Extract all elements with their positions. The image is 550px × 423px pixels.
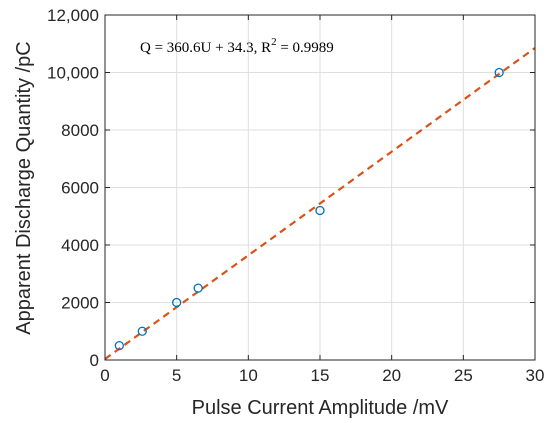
y-tick-label: 12,000 bbox=[47, 6, 99, 25]
x-axis-label: Pulse Current Amplitude /mV bbox=[192, 397, 449, 419]
fit-line bbox=[104, 47, 536, 360]
data-point bbox=[137, 326, 147, 336]
data-point bbox=[114, 340, 124, 351]
x-tick-label: 25 bbox=[454, 366, 473, 385]
data-point bbox=[193, 283, 203, 293]
fit-line-layer bbox=[104, 47, 536, 360]
equation-superscript: 2 bbox=[271, 36, 277, 48]
data-points bbox=[114, 67, 504, 351]
y-tick-label: 0 bbox=[90, 351, 99, 370]
x-tick-label: 5 bbox=[172, 366, 181, 385]
grid bbox=[105, 15, 535, 360]
y-tick-label: 10,000 bbox=[47, 64, 99, 83]
y-tick-label: 8000 bbox=[61, 121, 99, 140]
x-tick-label: 10 bbox=[239, 366, 258, 385]
y-axis-label: Apparent Discharge Quantity /pC bbox=[13, 41, 35, 335]
regression-equation: Q = 360.6U + 34.3, R2 = 0.9989 bbox=[140, 36, 334, 56]
x-tick-label: 15 bbox=[311, 366, 330, 385]
x-tick-label: 0 bbox=[100, 366, 109, 385]
data-point bbox=[172, 297, 182, 308]
equation-text: Q = 360.6U + 34.3, R bbox=[140, 40, 271, 56]
x-tick-label: 30 bbox=[526, 366, 545, 385]
y-tick-label: 6000 bbox=[61, 179, 99, 198]
x-axis-ticks: 0 5 10 15 20 25 30 bbox=[100, 15, 544, 385]
y-tick-label: 4000 bbox=[61, 236, 99, 255]
y-axis-ticks: 0 2000 4000 6000 8000 10,000 12,000 bbox=[47, 6, 535, 370]
data-point bbox=[315, 205, 325, 216]
data-point bbox=[494, 67, 504, 78]
x-tick-label: 20 bbox=[382, 366, 401, 385]
y-tick-label: 2000 bbox=[61, 294, 99, 313]
equation-tail: = 0.9989 bbox=[277, 40, 334, 56]
